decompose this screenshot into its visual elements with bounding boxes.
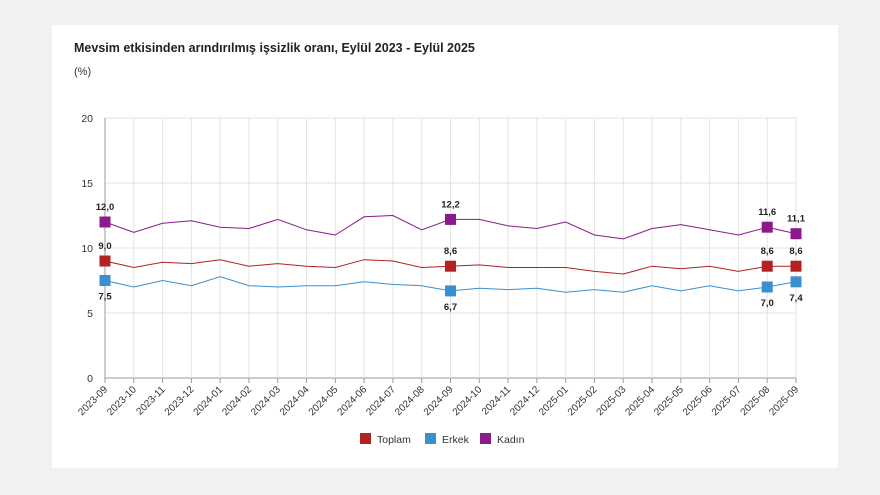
legend-swatch bbox=[480, 433, 491, 444]
legend-swatch bbox=[425, 433, 436, 444]
x-tick-label: 2023-09 bbox=[76, 384, 110, 418]
data-label: 6,7 bbox=[444, 302, 457, 313]
data-label: 8,6 bbox=[444, 246, 457, 257]
data-marker bbox=[790, 260, 802, 272]
x-tick-label: 2025-01 bbox=[537, 384, 571, 418]
chart-title: Mevsim etkisinden arındırılmış işsizlik … bbox=[74, 41, 475, 55]
x-tick-label: 2023-11 bbox=[134, 384, 168, 418]
x-tick-label: 2024-11 bbox=[480, 384, 514, 418]
data-label: 7,4 bbox=[789, 293, 803, 304]
x-tick-label: 2024-09 bbox=[422, 384, 456, 418]
data-marker bbox=[445, 260, 456, 272]
data-marker bbox=[790, 228, 802, 240]
data-label: 12,0 bbox=[96, 202, 115, 213]
x-tick-label: 2024-06 bbox=[336, 384, 370, 418]
data-marker bbox=[445, 213, 456, 225]
x-tick-label: 2025-06 bbox=[681, 384, 715, 418]
legend-label: Kadın bbox=[497, 434, 525, 446]
x-tick-label: 2025-04 bbox=[623, 384, 657, 418]
data-marker bbox=[761, 281, 773, 293]
y-tick-label: 0 bbox=[87, 373, 93, 385]
chart-card: Mevsim etkisinden arındırılmış işsizlik … bbox=[52, 25, 838, 468]
data-label: 8,6 bbox=[761, 246, 774, 257]
data-label: 8,6 bbox=[789, 246, 802, 257]
x-tick-label: 2025-02 bbox=[566, 384, 600, 418]
x-tick-label: 2024-05 bbox=[307, 384, 341, 418]
x-tick-label: 2025-05 bbox=[652, 384, 686, 418]
data-label: 7,5 bbox=[98, 292, 112, 303]
x-tick-label: 2025-07 bbox=[710, 384, 744, 418]
x-tick-label: 2024-03 bbox=[249, 384, 283, 418]
x-tick-label: 2024-10 bbox=[451, 384, 485, 418]
line-chart: 051015202023-092023-102023-112023-122024… bbox=[76, 113, 806, 446]
x-tick-label: 2025-09 bbox=[767, 384, 801, 418]
data-marker bbox=[761, 260, 773, 272]
x-tick-label: 2024-12 bbox=[508, 384, 542, 418]
data-marker bbox=[761, 221, 773, 233]
x-tick-label: 2024-02 bbox=[220, 384, 254, 418]
data-marker bbox=[99, 275, 111, 286]
data-marker bbox=[99, 255, 111, 267]
y-axis-unit: (%) bbox=[74, 66, 92, 78]
x-tick-label: 2024-04 bbox=[278, 384, 312, 418]
y-tick-label: 20 bbox=[81, 113, 93, 125]
y-tick-label: 5 bbox=[87, 308, 93, 320]
legend-label: Erkek bbox=[442, 434, 470, 446]
data-label: 11,6 bbox=[758, 207, 776, 218]
data-label: 11,1 bbox=[787, 214, 806, 225]
y-tick-label: 15 bbox=[81, 178, 93, 190]
data-label: 12,2 bbox=[441, 199, 460, 210]
legend-swatch bbox=[360, 433, 371, 444]
x-tick-label: 2024-07 bbox=[364, 384, 398, 418]
x-tick-label: 2024-08 bbox=[393, 384, 427, 418]
data-marker bbox=[99, 216, 111, 228]
y-tick-label: 10 bbox=[81, 243, 93, 255]
x-tick-label: 2023-12 bbox=[163, 384, 197, 418]
data-label: 9,0 bbox=[98, 241, 111, 252]
x-tick-label: 2023-10 bbox=[105, 384, 139, 418]
data-marker bbox=[445, 285, 456, 297]
x-tick-label: 2025-03 bbox=[595, 384, 629, 418]
legend-label: Toplam bbox=[377, 434, 411, 446]
data-marker bbox=[790, 276, 802, 288]
x-tick-label: 2025-08 bbox=[739, 384, 773, 418]
data-label: 7,0 bbox=[761, 298, 774, 309]
x-tick-label: 2024-01 bbox=[192, 384, 226, 418]
